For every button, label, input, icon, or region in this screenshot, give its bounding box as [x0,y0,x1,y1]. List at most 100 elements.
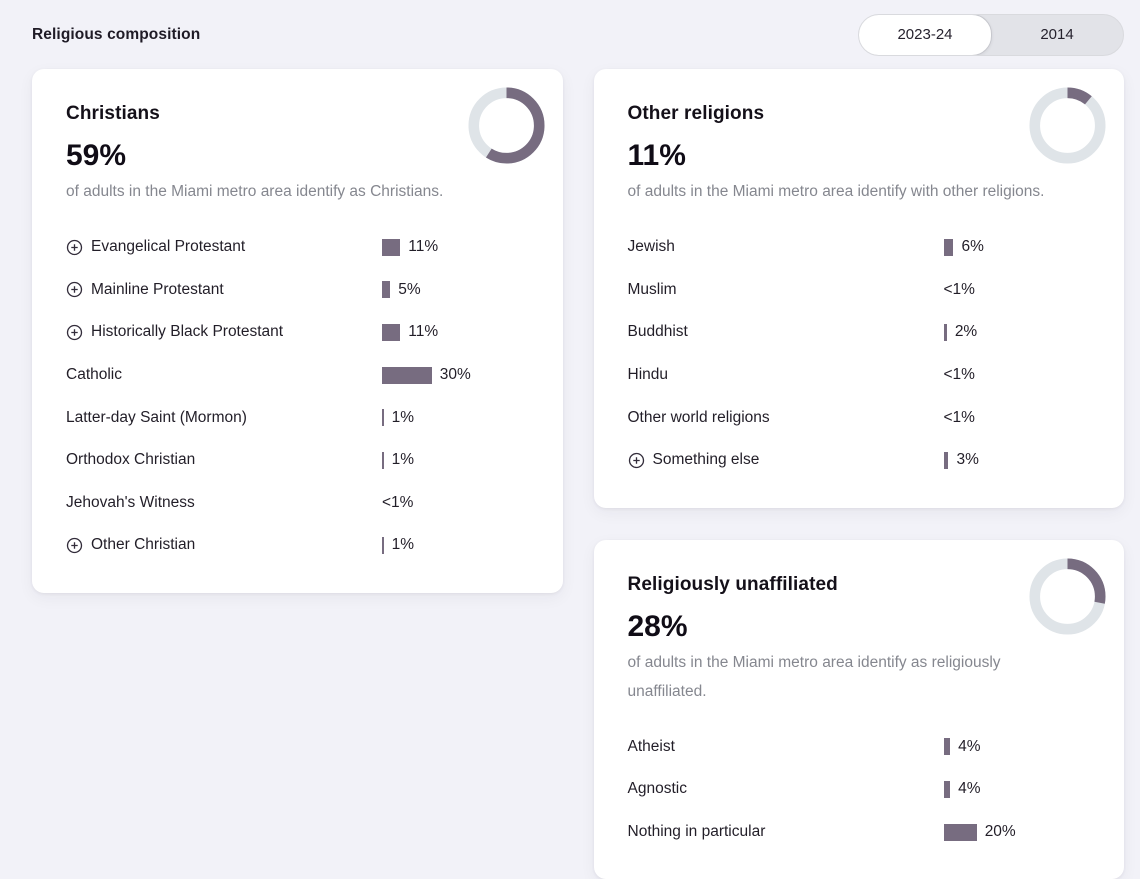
expand-plus-icon[interactable] [628,452,645,469]
religion-value: 5% [382,281,421,299]
religion-label: Muslim [627,280,677,298]
toggle-option-2014[interactable]: 2014 [1040,26,1074,43]
religion-row-left: Orthodox Christian [66,451,382,469]
value-percent: 4% [958,780,981,798]
religion-row-left: Atheist [628,738,944,756]
religion-row[interactable]: Evangelical Protestant 11% [66,226,529,269]
religion-row: Orthodox Christian 1% [66,439,529,482]
religion-row: Jehovah's Witness <1% [66,482,529,525]
value-bar [382,323,401,341]
expand-plus-icon[interactable] [66,537,83,554]
religion-row: Hindu <1% [628,354,1091,397]
religion-value: 11% [382,323,438,341]
religion-value: 1% [382,409,414,427]
religion-label: Buddhist [627,323,688,341]
religion-label: Catholic [66,366,122,384]
religion-row-left: Historically Black Protestant [66,323,382,341]
religion-row[interactable]: Mainline Protestant 5% [66,269,529,312]
religion-label: Hindu [627,366,669,384]
donut-chart-christians [467,87,545,164]
religion-value: 4% [943,780,981,798]
value-bar [943,323,947,341]
value-percent: <1% [943,408,975,426]
card-other-religions: Other religions 11% of adults in the Mia… [593,69,1124,508]
religion-row-left: Jewish [628,238,944,256]
value-percent: 2% [954,323,978,341]
donut-chart-unaffiliated [1029,558,1106,635]
value-bar [943,238,954,256]
religion-label: Other world religions [627,408,770,426]
religion-value: <1% [382,494,413,512]
religion-list: Atheist 4% Agnostic 4% Nothing in partic… [628,726,1091,854]
religion-value: 11% [382,238,438,256]
year-toggle[interactable]: 2023-24 2014 [858,13,1124,56]
religion-row[interactable]: Something else 3% [628,439,1091,482]
card-christians: Christians 59% of adults in the Miami me… [32,69,563,593]
card-title: Christians [66,103,160,124]
expand-plus-icon[interactable] [66,239,83,256]
religion-value: 6% [943,238,984,256]
value-percent: 11% [408,323,439,341]
religion-value: 1% [382,536,414,554]
religion-row: Other world religions <1% [628,396,1091,439]
religion-row: Muslim <1% [628,269,1091,312]
religion-value: 1% [382,451,414,469]
religion-row-left: Jehovah's Witness [66,494,382,512]
value-percent: 11% [408,238,439,256]
donut-chart-other-religions [1029,87,1106,164]
value-percent: 5% [398,280,421,298]
religion-value: <1% [944,281,975,299]
religion-value: 2% [943,323,978,341]
religion-row-left: Nothing in particular [628,823,944,841]
religion-row[interactable]: Historically Black Protestant 11% [66,311,529,354]
religion-row-left: Mainline Protestant [66,281,382,299]
religion-row[interactable]: Other Christian 1% [66,524,529,567]
religion-label: Jehovah's Witness [66,493,195,511]
value-percent: <1% [943,366,975,384]
value-bar [943,738,951,756]
religion-label: Evangelical Protestant [91,238,246,256]
religion-row: Jewish 6% [628,226,1091,269]
value-percent: <1% [943,280,975,298]
religion-row: Latter-day Saint (Mormon) 1% [66,396,529,439]
value-bar [943,823,977,841]
card-religiously-unaffiliated: Religiously unaffiliated 28% of adults i… [593,539,1124,879]
value-bar [382,536,384,554]
religion-label: Agnostic [627,780,687,798]
religion-label: Mainline Protestant [91,280,224,298]
value-percent: <1% [382,493,414,511]
header: Religious composition 2023-24 2014 [32,0,1124,69]
expand-plus-icon[interactable] [66,281,83,298]
value-bar [382,409,384,427]
value-percent: 1% [391,536,415,554]
religion-label: Orthodox Christian [66,451,196,469]
religion-list: Evangelical Protestant 11% Mainline Prot… [66,226,529,567]
religion-label: Historically Black Protestant [91,323,284,341]
value-percent: 20% [984,823,1016,841]
religion-row: Atheist 4% [628,726,1091,769]
value-bar [382,366,432,384]
religion-label: Latter-day Saint (Mormon) [66,408,247,426]
religion-row-left: Other Christian [66,536,382,554]
value-bar [943,451,949,469]
expand-plus-icon[interactable] [66,324,83,341]
page-title: Religious composition [32,25,201,43]
value-percent: 6% [961,238,984,256]
card-percent: 11% [627,139,686,172]
religion-row-left: Muslim [628,281,944,299]
religion-row-left: Something else [628,451,944,469]
religion-row: Nothing in particular 20% [628,811,1091,854]
religion-row-left: Agnostic [628,780,944,798]
value-percent: 3% [956,451,979,469]
religion-row-left: Evangelical Protestant [66,238,382,256]
religion-row-left: Latter-day Saint (Mormon) [66,409,382,427]
religion-row-left: Catholic [66,366,382,384]
religion-row-left: Other world religions [628,409,944,427]
religion-row-left: Hindu [628,366,944,384]
toggle-option-2023-24[interactable]: 2023-24 [859,14,992,55]
religion-value: 3% [943,451,979,469]
value-percent: 1% [391,451,415,469]
value-percent: 30% [439,366,471,384]
value-percent: 1% [391,408,415,426]
religion-label: Jewish [627,238,675,256]
